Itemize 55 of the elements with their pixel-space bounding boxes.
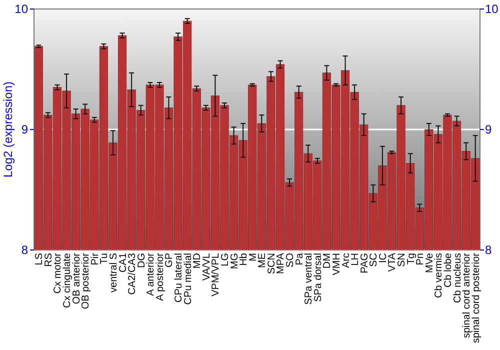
x-tick-label: LH xyxy=(350,253,362,266)
x-tick-label: M xyxy=(248,253,259,262)
x-tick-label: CA1 xyxy=(118,252,129,272)
x-tick-label: spinal cord posterior xyxy=(470,252,482,344)
x-tick-label: VA/VL xyxy=(201,252,212,281)
x-tick-label: Pn xyxy=(415,253,426,266)
x-tick-label: A anterior xyxy=(146,252,157,296)
x-tick-label: CPu lateral xyxy=(174,253,185,302)
x-tick-label: RS xyxy=(43,252,54,267)
x-tick-label: DM xyxy=(322,253,334,269)
x-tick-label: MG xyxy=(229,252,240,270)
x-tick-label: LS xyxy=(34,252,46,266)
x-tick-label: Arc xyxy=(340,253,352,268)
y-tick-label: 9 xyxy=(21,122,28,137)
x-tick-label: ME xyxy=(257,252,268,268)
x-tick-label: Tg xyxy=(406,253,417,265)
x-tick-label: Cx cingulate xyxy=(62,252,74,308)
x-tick-label: PAG xyxy=(359,252,370,274)
x-tick-label: Hb xyxy=(238,252,250,266)
y2-tick-label: 9 xyxy=(485,122,492,137)
x-tick-label: SC xyxy=(368,253,380,267)
x-tick-label: MD xyxy=(192,253,204,269)
x-tick-label: spinal cord anterior xyxy=(462,252,473,338)
x-tick-label: Pir xyxy=(90,252,101,266)
x-tick-label: VTA xyxy=(387,252,398,272)
x-tick-label: VMH xyxy=(331,253,342,276)
x-tick-label: ventral S xyxy=(108,252,120,292)
x-tick-label: A posterior xyxy=(154,252,166,301)
x-tick-label: Cb nucleus xyxy=(452,253,464,304)
x-tick-label: Cx motor xyxy=(52,252,64,294)
x-tick-label: SPa ventral xyxy=(304,253,315,305)
x-tick-label: OB anterior xyxy=(71,252,82,304)
x-tick-label: MVe xyxy=(424,252,436,274)
x-tick-label: Cb vermis xyxy=(434,253,445,298)
y-axis-title: Log2 (expression) xyxy=(1,81,15,178)
x-tick-label: SPa dorsal xyxy=(312,253,324,302)
x-tick-label: MPA xyxy=(276,252,287,274)
x-tick-label: SO xyxy=(285,252,296,268)
x-tick-label: LG xyxy=(220,252,231,266)
y2-tick-label: 10 xyxy=(485,2,499,16)
x-tick-label: IC xyxy=(378,253,389,263)
x-tick-label: DG xyxy=(136,252,148,268)
x-tick-label: Cb lobe xyxy=(442,252,454,288)
y-tick-label: 8 xyxy=(21,243,28,258)
x-tick-label: CA2/CA3 xyxy=(127,252,138,295)
x-tick-label: SCN xyxy=(266,253,278,274)
x-tick-label: VPM/VPL xyxy=(210,252,222,296)
x-tick-label: GP xyxy=(164,252,176,268)
x-tick-label: Tu xyxy=(99,253,110,264)
x-tick-label: Pa xyxy=(294,252,306,266)
x-tick-label: OB posterior xyxy=(80,252,92,310)
y2-tick-label: 8 xyxy=(485,243,492,258)
y-tick-label: 10 xyxy=(14,2,28,16)
x-tick-label: CPu medial xyxy=(182,253,194,305)
x-tick-label: SN xyxy=(396,253,408,267)
